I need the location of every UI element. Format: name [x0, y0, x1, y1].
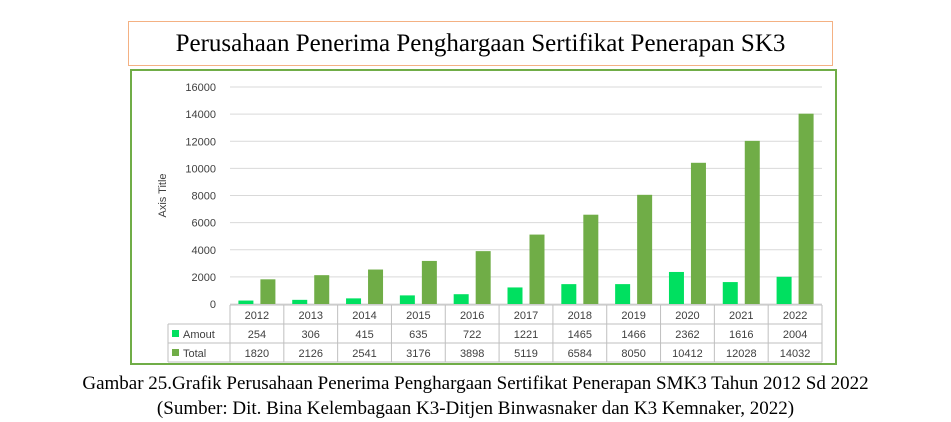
y-tick-label: 10000 — [185, 163, 216, 175]
data-label: 1221 — [514, 329, 538, 341]
x-tick-label: 2020 — [675, 310, 699, 322]
data-label: 2541 — [352, 348, 376, 360]
bar-total-2018 — [583, 214, 599, 304]
x-tick-label: 2019 — [621, 310, 645, 322]
chart-title: Perusahaan Penerima Penghargaan Sertifik… — [128, 21, 833, 66]
data-label: 14032 — [780, 348, 811, 360]
bar-total-2021 — [744, 140, 760, 304]
bar-amout-2021 — [722, 282, 738, 304]
y-tick-label: 6000 — [192, 218, 216, 230]
data-label: 3176 — [406, 348, 430, 360]
x-tick-label: 2016 — [460, 310, 484, 322]
data-label: 1616 — [729, 329, 753, 341]
legend-swatch-total — [172, 349, 179, 356]
legend-label-total: Total — [183, 348, 206, 360]
bar-total-2015 — [421, 260, 437, 304]
bar-amout-2022 — [776, 276, 792, 304]
y-tick-label: 2000 — [192, 272, 216, 284]
x-tick-label: 2017 — [514, 310, 538, 322]
chart-frame: 0 2000 4000 6000 8000 10000 12000 14000 16000 Axi… — [130, 69, 837, 365]
data-label: 2362 — [675, 329, 699, 341]
legend-label-amout: Amout — [183, 329, 215, 341]
x-tick-label: 2018 — [568, 310, 592, 322]
data-label: 635 — [409, 329, 427, 341]
data-label: 722 — [463, 329, 481, 341]
x-tick-label: 2012 — [245, 310, 269, 322]
bar-amout-2015 — [399, 295, 415, 304]
bar-amout-2017 — [507, 287, 523, 304]
y-tick-label: 0 — [210, 299, 216, 311]
figure-caption: Gambar 25.Grafik Perusahaan Penerima Pen… — [82, 373, 869, 394]
bar-amout-2013 — [292, 299, 308, 304]
bar-total-2020 — [690, 162, 706, 304]
x-tick-label: 2013 — [298, 310, 322, 322]
data-label: 2004 — [783, 329, 807, 341]
figure-source: (Sumber: Dit. Bina Kelembagaan K3-Ditjen… — [156, 398, 795, 419]
bar-amout-2020 — [668, 271, 684, 304]
bar-amout-2012 — [238, 300, 254, 304]
y-tick-label: 4000 — [192, 245, 216, 257]
data-label: 5119 — [514, 348, 538, 360]
bar-amout-2016 — [453, 294, 469, 304]
data-label: 1820 — [245, 348, 269, 360]
bar-amout-2019 — [615, 284, 631, 304]
y-axis-title: Axis Title — [157, 173, 169, 217]
bar-total-2016 — [475, 251, 491, 304]
data-label: 10412 — [672, 348, 703, 360]
x-tick-label: 2015 — [406, 310, 430, 322]
data-label: 6584 — [568, 348, 592, 360]
data-label: 8050 — [621, 348, 645, 360]
data-label: 1465 — [568, 329, 592, 341]
x-tick-label: 2014 — [352, 310, 376, 322]
x-tick-label: 2021 — [729, 310, 753, 322]
data-label: 254 — [248, 329, 266, 341]
bar-total-2014 — [368, 269, 384, 304]
x-tick-label: 2022 — [783, 310, 807, 322]
data-label: 2126 — [298, 348, 322, 360]
bar-chart: 0 2000 4000 6000 8000 10000 12000 14000 16000 Axi… — [157, 82, 823, 363]
bar-total-2012 — [260, 279, 276, 304]
bar-total-2017 — [529, 234, 545, 304]
bar-total-2013 — [314, 275, 330, 304]
y-tick-label: 12000 — [185, 136, 216, 148]
y-tick-label: 16000 — [185, 82, 216, 94]
bar-amout-2018 — [561, 284, 577, 304]
data-label: 3898 — [460, 348, 484, 360]
data-label: 12028 — [726, 348, 757, 360]
data-label: 1466 — [621, 329, 645, 341]
bar-total-2019 — [637, 194, 653, 304]
y-tick-label: 8000 — [192, 191, 216, 203]
data-label: 415 — [355, 329, 373, 341]
y-tick-label: 14000 — [185, 109, 216, 121]
data-label: 306 — [302, 329, 320, 341]
bar-amout-2014 — [346, 298, 362, 304]
bar-total-2022 — [798, 113, 814, 304]
legend-swatch-amout — [172, 330, 179, 337]
